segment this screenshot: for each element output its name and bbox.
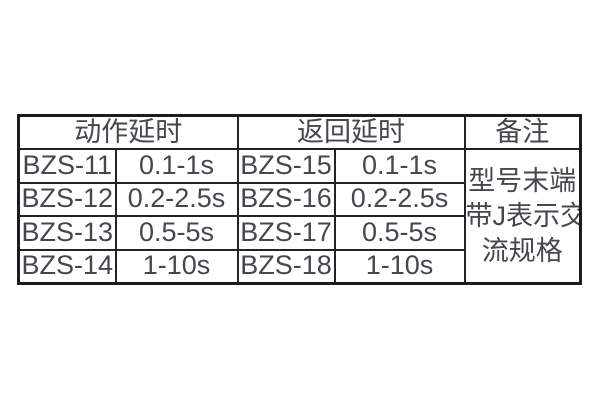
table-row: BZS-11 0.1-1s BZS-15 0.1-1s 型号末端 带J表示交 流… — [17, 148, 582, 285]
table-row: BZS-13 0.5-5s BZS-17 0.5-5s — [17, 215, 581, 251]
remark-cell: 型号末端 带J表示交 流规格 — [463, 148, 582, 285]
header-remark: 备注 — [463, 114, 582, 150]
model-cell: BZS-16 — [236, 181, 336, 217]
delay-cell: 0.2-2.5s — [114, 181, 239, 217]
model-cell: BZS-11 — [17, 148, 117, 184]
model-cell: BZS-13 — [17, 215, 117, 251]
delay-cell: 0.1-1s — [333, 148, 466, 184]
remark-line: 流规格 — [481, 235, 563, 266]
delay-cell: 0.1-1s — [114, 148, 239, 184]
delay-cell: 1-10s — [333, 248, 466, 285]
header-action-delay: 动作延时 — [17, 114, 239, 150]
model-cell: BZS-14 — [17, 248, 117, 285]
delay-cell: 0.5-5s — [333, 215, 466, 251]
remark-line: 带J表示交 — [465, 200, 581, 231]
relay-spec-table: 动作延时 返回延时 备注 BZS-11 0.1-1s BZS-15 0.1-1s… — [17, 114, 582, 285]
remark-line: 型号末端 — [468, 165, 577, 196]
model-cell: BZS-15 — [236, 148, 336, 184]
model-cell: BZS-17 — [236, 215, 336, 251]
table-row: BZS-14 1-10s BZS-18 1-10s — [17, 248, 581, 285]
delay-cell: 0.5-5s — [114, 215, 239, 251]
header-return-delay: 返回延时 — [236, 114, 466, 150]
model-cell: BZS-18 — [236, 248, 336, 285]
delay-cell: 1-10s — [114, 248, 239, 285]
table-row: BZS-12 0.2-2.5s BZS-16 0.2-2.5s — [17, 181, 581, 217]
table-header-row: 动作延时 返回延时 备注 — [17, 114, 582, 150]
model-cell: BZS-12 — [17, 181, 117, 217]
delay-cell: 0.2-2.5s — [333, 181, 466, 217]
